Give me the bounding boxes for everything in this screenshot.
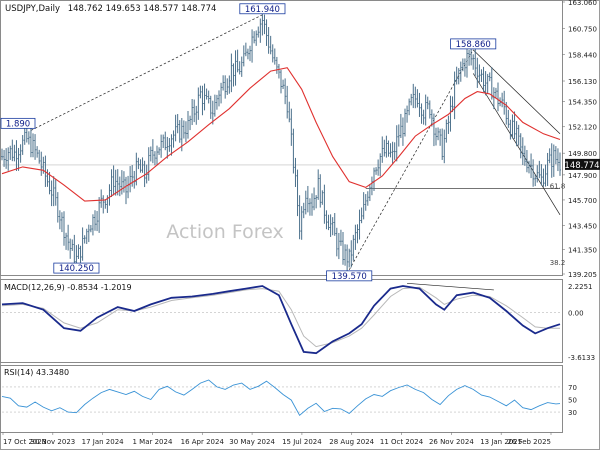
- price-panel: [0, 0, 563, 276]
- price-title: USDJPY,Daily 148.762 149.653 148.577 148…: [5, 4, 216, 14]
- price-y-tick: 154.350: [568, 98, 597, 106]
- price-y-tick: 143.450: [568, 223, 597, 231]
- moving-average-line: [1, 67, 561, 202]
- badge-box: [53, 262, 100, 274]
- price-y-axis: 163.060 160.750 158.440 156.130 154.350 152.1…: [562, 0, 597, 279]
- trendline-2: [348, 49, 474, 271]
- badge-box: [450, 38, 497, 50]
- badge-box: [0, 117, 36, 129]
- x-tick-label: 16 Apr 2024: [181, 438, 225, 446]
- x-tick-label: 1 Mar 2024: [132, 438, 172, 446]
- price-badges: 161.940 158.860 140.250 139.570 1.890: [0, 3, 497, 282]
- rsi-line: [1, 379, 561, 416]
- x-tick-label: 17 Jan 2024: [82, 438, 125, 446]
- badge-label: 158.860: [456, 40, 491, 50]
- ohlc-values: 148.762 149.653 148.577 148.774: [68, 4, 217, 14]
- macd-line: [1, 285, 561, 355]
- badge-label: 140.250: [59, 264, 94, 274]
- price-y-tick: 163.060: [568, 0, 597, 7]
- x-tick-label: 28 Aug 2024: [329, 438, 374, 446]
- x-tick-label: 30 May 2024: [229, 438, 275, 446]
- x-tick-label: 26 Feb 2025: [507, 438, 551, 446]
- current-price-marker: 148.774: [564, 158, 600, 171]
- x-tick-label: 30 Nov 2023: [30, 438, 75, 446]
- macd-panel: [0, 279, 563, 363]
- macd-y-tick: 2.2251: [568, 283, 593, 291]
- price-y-tick: 141.350: [568, 247, 597, 255]
- macd-trendline: [407, 282, 494, 291]
- badge-161.940: 161.940: [239, 3, 286, 15]
- current-price-label: 148.774: [564, 161, 599, 171]
- badge-158.860: 158.860: [450, 38, 497, 50]
- price-y-tick: 139.205: [568, 271, 597, 279]
- price-y-tick: 149.800: [568, 150, 597, 158]
- price-annotations: 61.8 38.2: [550, 183, 566, 267]
- macd-y-tick: 0.00: [568, 309, 584, 317]
- rsi-y-tick: 70: [568, 384, 577, 392]
- rsi-y-tick: 30: [568, 409, 577, 417]
- moving-average-layer: [1, 67, 561, 202]
- current-price-bg: [565, 158, 600, 170]
- price-y-tick: 145.700: [568, 197, 597, 205]
- price-y-tick: 147.900: [568, 172, 597, 180]
- price-y-tick: 160.750: [568, 25, 597, 33]
- x-tick-label: 13 Jan 2025: [480, 438, 522, 446]
- badge-box: [239, 3, 286, 15]
- x-tick-label: 26 Nov 2024: [429, 438, 474, 446]
- rsi-panel: [0, 365, 563, 433]
- price-y-tick: 156.130: [568, 78, 597, 86]
- macd-y-axis: 2.2251 0.00 -3.6133: [568, 283, 595, 362]
- badge-label: 139.570: [332, 272, 367, 282]
- badge-1.890: 1.890: [0, 117, 36, 129]
- symbol-label: USDJPY,Daily: [5, 4, 60, 14]
- macd-y-tick: -3.6133: [568, 354, 595, 362]
- rsi-y-tick: 50: [568, 397, 577, 405]
- badge-label: 161.940: [245, 5, 280, 15]
- price-bars: [1, 12, 561, 274]
- price-y-tick: 152.120: [568, 124, 597, 132]
- macd-signal-line: [1, 286, 560, 348]
- badge-label: 1.890: [6, 119, 30, 129]
- trendline-3: [472, 49, 561, 135]
- fib-label: 38.2: [550, 259, 566, 267]
- badge-139.570: 139.570: [326, 270, 373, 282]
- price-trendlines: [2, 14, 561, 271]
- watermark-text: Action Forex: [166, 221, 283, 243]
- fib-label: 61.8: [550, 183, 566, 191]
- macd-layer: [1, 282, 561, 355]
- badge-140.250: 140.250: [53, 262, 100, 274]
- rsi-y-axis: 70 50 30: [568, 384, 577, 417]
- x-tick-label: 15 Jul 2024: [282, 438, 322, 446]
- x-tick-label: 11 Oct 2024: [380, 438, 424, 446]
- rsi-layer: [1, 379, 561, 416]
- rsi-title: RSI(14) 43.3480: [4, 368, 69, 377]
- macd-title: MACD(12,26,9) -0.8534 -1.2019: [4, 283, 132, 292]
- badge-box: [326, 270, 373, 282]
- x-tick-label: 17 Oct 2023: [3, 438, 46, 446]
- price-y-tick: 158.440: [568, 52, 597, 60]
